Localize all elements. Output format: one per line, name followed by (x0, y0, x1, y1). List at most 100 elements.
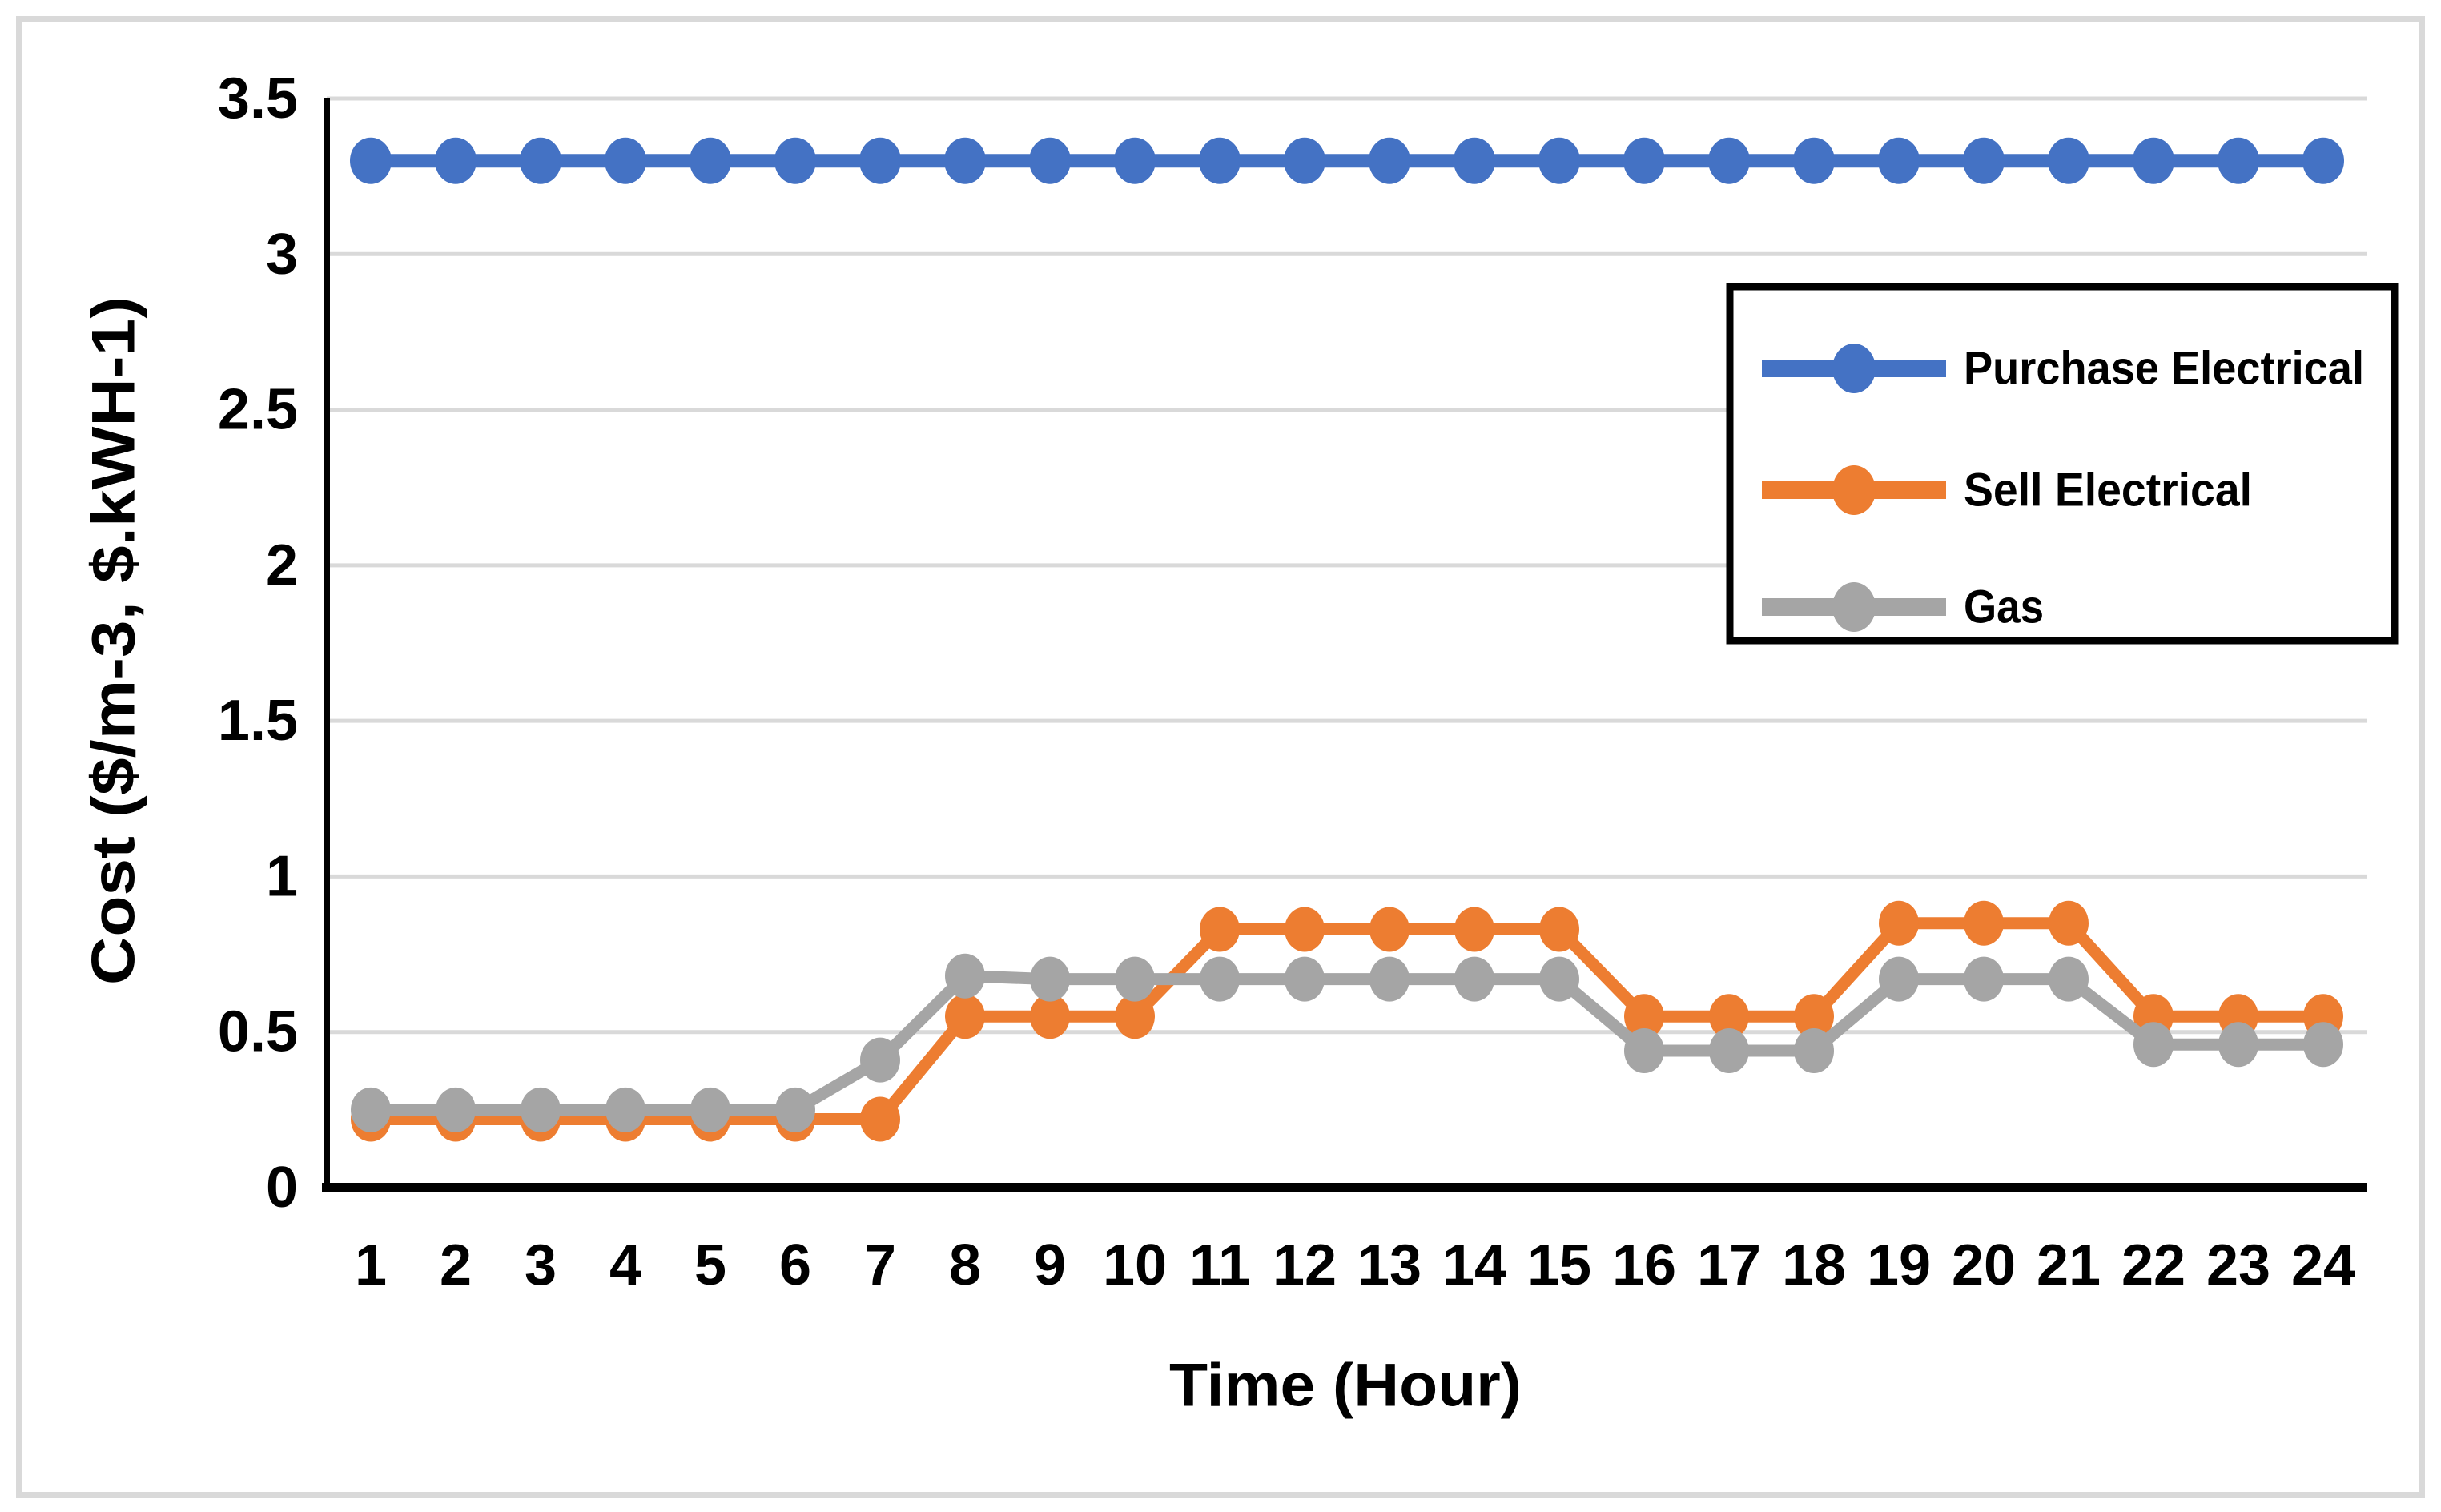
legend-marker-gas (1832, 582, 1876, 632)
data-point-purchase-electrical (1199, 137, 1241, 184)
data-point-gas (436, 1087, 476, 1132)
x-tick-label: 19 (1867, 1233, 1931, 1297)
data-point-purchase-electrical (1623, 137, 1665, 184)
data-point-gas (860, 1037, 900, 1083)
data-point-purchase-electrical (2048, 137, 2089, 184)
x-tick-label: 3 (525, 1233, 557, 1297)
data-point-gas (1115, 956, 1155, 1002)
x-tick-label: 6 (779, 1233, 811, 1297)
series-purchase-electrical (350, 137, 2344, 184)
data-point-purchase-electrical (1878, 137, 1920, 184)
data-point-gas (605, 1087, 645, 1132)
x-tick-label: 2 (440, 1233, 472, 1297)
y-axis-title: Cost ($/m-3, $.kWH-1) (80, 296, 148, 985)
data-point-sell-electrical (1624, 994, 1664, 1040)
data-point-purchase-electrical (605, 137, 646, 184)
x-tick-label: 15 (1527, 1233, 1591, 1297)
x-tick-label: 24 (2291, 1233, 2355, 1297)
data-point-gas (1539, 956, 1579, 1002)
data-point-gas (351, 1087, 391, 1132)
data-point-purchase-electrical (859, 137, 901, 184)
gridlines (327, 96, 2367, 1035)
x-tick-label: 11 (1189, 1233, 1250, 1297)
data-point-gas (1879, 956, 1919, 1002)
data-point-purchase-electrical (1454, 137, 1495, 184)
data-point-purchase-electrical (1963, 137, 2005, 184)
legend-label-sell-electrical: Sell Electrical (1964, 464, 2252, 517)
data-point-gas (1200, 956, 1240, 1002)
legend-marker-sell-electrical (1832, 465, 1876, 515)
legend-item-gas: Gas (1762, 581, 2044, 633)
x-axis-tick-labels: 1 2 3 4 5 6 7 8 9 10 11 12 13 14 15 16 17 18 19 20 21 22 23 24 (355, 1233, 2355, 1297)
data-point-sell-electrical (1879, 900, 1919, 946)
x-tick-label: 10 (1103, 1233, 1167, 1297)
x-tick-label: 17 (1697, 1233, 1761, 1297)
data-point-gas (1794, 1028, 1834, 1074)
y-tick-label: 0.5 (218, 1000, 298, 1064)
data-point-gas (945, 953, 985, 999)
data-point-sell-electrical (1285, 907, 1325, 952)
x-tick-label: 7 (864, 1233, 896, 1297)
data-point-purchase-electrical (1284, 137, 1325, 184)
x-tick-label: 13 (1357, 1233, 1422, 1297)
data-point-purchase-electrical (2218, 137, 2259, 184)
data-point-sell-electrical (1030, 994, 1070, 1040)
data-point-purchase-electrical (2133, 137, 2174, 184)
data-point-purchase-electrical (435, 137, 477, 184)
series-layer (350, 137, 2344, 1142)
data-point-gas (1709, 1028, 1749, 1074)
y-tick-label: 1.5 (218, 689, 298, 753)
x-tick-label: 22 (2121, 1233, 2186, 1297)
legend-box (1726, 283, 2399, 645)
x-tick-label: 8 (949, 1233, 981, 1297)
y-tick-label: 2.5 (218, 378, 298, 442)
data-point-gas (690, 1087, 730, 1132)
data-point-gas (1369, 956, 1410, 1002)
x-tick-label: 5 (694, 1233, 726, 1297)
legend-label-purchase-electrical: Purchase Electrical (1964, 343, 2364, 395)
series-gas (351, 953, 2343, 1132)
y-tick-label: 1 (266, 844, 298, 908)
y-tick-label: 0 (266, 1156, 298, 1220)
data-point-sell-electrical (945, 994, 985, 1040)
legend-label-gas: Gas (1964, 581, 2044, 633)
data-point-sell-electrical (2049, 900, 2089, 946)
y-tick-label: 2 (266, 533, 298, 597)
data-point-gas (2049, 956, 2089, 1002)
data-point-sell-electrical (1200, 907, 1240, 952)
data-point-purchase-electrical (520, 137, 561, 184)
x-tick-label: 20 (1952, 1233, 2016, 1297)
x-tick-label: 4 (609, 1233, 641, 1297)
legend-marker-purchase-electrical (1832, 344, 1876, 393)
legend-item-sell-electrical: Sell Electrical (1762, 464, 2252, 517)
x-tick-label: 21 (2037, 1233, 2101, 1297)
figure-border (16, 16, 2425, 1498)
data-point-purchase-electrical (1708, 137, 1750, 184)
data-point-gas (521, 1087, 561, 1132)
y-axis-tick-labels: 3.5 3 2.5 2 1.5 1 0.5 0 (218, 66, 298, 1220)
data-point-purchase-electrical (350, 137, 392, 184)
data-point-purchase-electrical (2302, 137, 2344, 184)
data-point-purchase-electrical (690, 137, 731, 184)
data-point-sell-electrical (1115, 994, 1155, 1040)
data-point-purchase-electrical (1114, 137, 1156, 184)
data-point-sell-electrical (1539, 907, 1579, 952)
x-tick-label: 16 (1612, 1233, 1676, 1297)
data-point-gas (1964, 956, 2004, 1002)
data-point-purchase-electrical (774, 137, 816, 184)
data-point-gas (1454, 956, 1494, 1002)
x-tick-label: 23 (2206, 1233, 2270, 1297)
data-point-gas (2218, 1022, 2258, 1068)
data-point-gas (775, 1087, 815, 1132)
data-point-purchase-electrical (1029, 137, 1071, 184)
data-point-sell-electrical (1454, 907, 1494, 952)
x-tick-label: 12 (1273, 1233, 1337, 1297)
x-tick-label: 18 (1782, 1233, 1846, 1297)
data-point-gas (1624, 1028, 1664, 1074)
data-point-sell-electrical (1369, 907, 1410, 952)
data-point-purchase-electrical (1369, 137, 1410, 184)
data-point-sell-electrical (1794, 994, 1834, 1040)
data-point-purchase-electrical (1538, 137, 1580, 184)
